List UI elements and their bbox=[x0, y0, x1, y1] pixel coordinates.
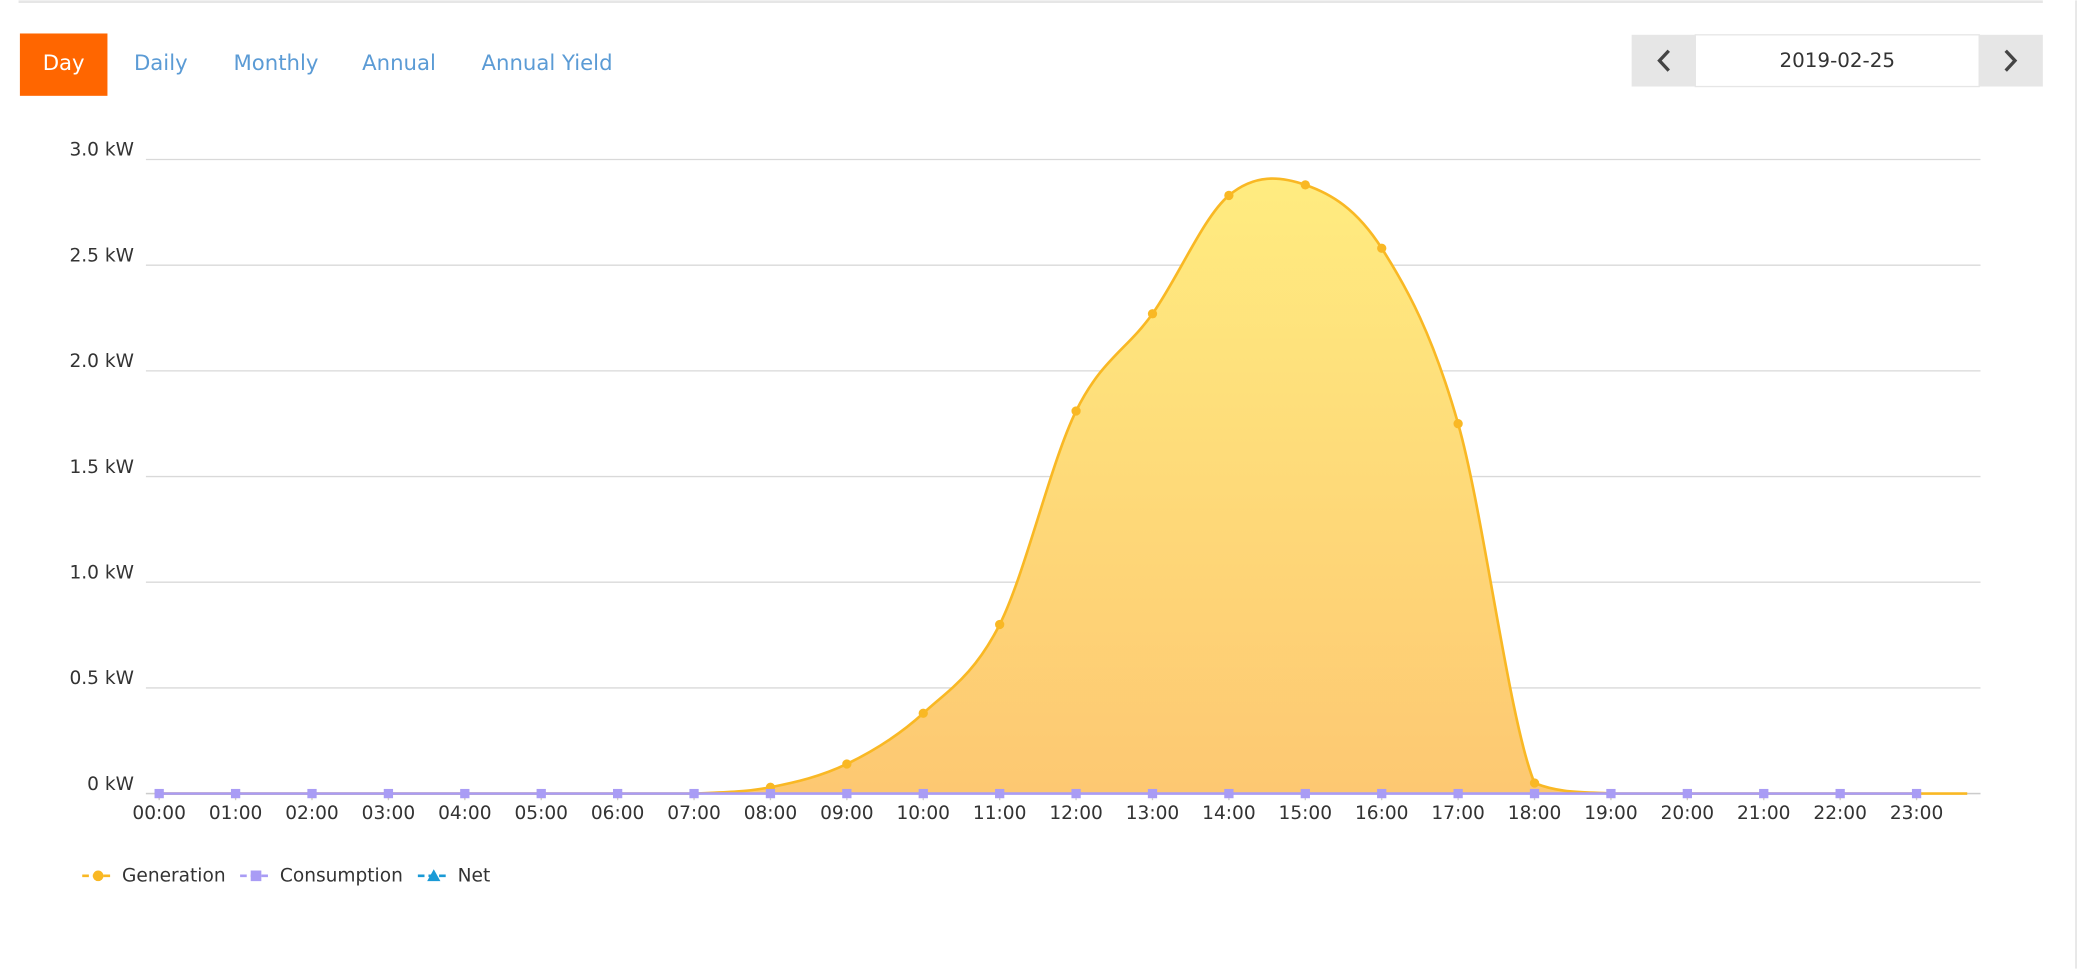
chart: 0 kW 0.5 kW 1.0 kW 1.5 kW 2.0 kW 2.5 kW 3.0 kW… bbox=[69, 140, 1981, 886]
x-tick-label: 10:00 bbox=[897, 803, 951, 824]
tab[interactable]: Daily bbox=[134, 51, 188, 76]
point bbox=[1300, 788, 1310, 799]
x-tick-label: 01:00 bbox=[209, 803, 262, 824]
y-tick-label: 2.0 kW bbox=[69, 351, 134, 372]
x-tick-label: 20:00 bbox=[1661, 803, 1715, 824]
x-tick-label: 22:00 bbox=[1813, 803, 1867, 824]
point bbox=[307, 788, 317, 799]
point bbox=[460, 788, 470, 799]
point bbox=[230, 788, 241, 799]
y-tick-label: 3.0 kW bbox=[69, 140, 134, 161]
legend-label[interactable]: Generation bbox=[122, 865, 226, 886]
x-tick-label: 12:00 bbox=[1049, 803, 1103, 824]
point bbox=[995, 619, 1005, 630]
point bbox=[1529, 788, 1540, 799]
x-tick-label: 02:00 bbox=[285, 803, 339, 824]
x-tick-label: 19:00 bbox=[1584, 803, 1638, 824]
x-tick-label: 06:00 bbox=[591, 803, 645, 824]
x-tick-label: 13:00 bbox=[1126, 803, 1180, 824]
x-tick-label: 11:00 bbox=[973, 803, 1027, 824]
legend-label[interactable]: Net bbox=[458, 865, 491, 886]
x-tick-label: 23:00 bbox=[1890, 803, 1944, 824]
tab[interactable]: Day bbox=[43, 51, 85, 76]
point bbox=[1377, 243, 1387, 253]
point bbox=[1377, 788, 1387, 799]
point bbox=[918, 708, 928, 718]
point bbox=[1759, 788, 1769, 799]
x-tick-label: 18:00 bbox=[1508, 803, 1562, 824]
x-tick-label: 14:00 bbox=[1202, 803, 1256, 824]
y-tick-label: 1.0 kW bbox=[69, 562, 134, 583]
prev-icon bbox=[1657, 49, 1670, 72]
point bbox=[1071, 406, 1081, 416]
point bbox=[1300, 180, 1310, 190]
point bbox=[383, 788, 394, 799]
area bbox=[159, 178, 1968, 794]
point bbox=[154, 788, 164, 799]
y-tick-label: 0.5 kW bbox=[69, 668, 134, 689]
point bbox=[1224, 788, 1234, 799]
x-tick-label: 09:00 bbox=[820, 803, 873, 824]
point bbox=[995, 788, 1005, 799]
point bbox=[842, 759, 852, 769]
x-tick-label: 21:00 bbox=[1737, 803, 1791, 824]
point bbox=[1147, 309, 1158, 319]
legend-label[interactable]: Consumption bbox=[280, 865, 403, 886]
point bbox=[1682, 788, 1692, 799]
point bbox=[1147, 788, 1158, 799]
prev-button[interactable] bbox=[1631, 34, 1696, 87]
point bbox=[689, 788, 699, 799]
point bbox=[1529, 778, 1540, 788]
tab[interactable]: Annual Yield bbox=[482, 51, 613, 76]
date-picker: 2019-02-25 bbox=[1631, 34, 2043, 88]
point bbox=[765, 788, 776, 799]
point bbox=[842, 788, 852, 799]
x-tick-label: 03:00 bbox=[362, 803, 416, 824]
x-tick-label: 05:00 bbox=[514, 803, 568, 824]
point bbox=[918, 788, 928, 799]
x-tick-label: 16:00 bbox=[1355, 803, 1409, 824]
x-tick-label: 08:00 bbox=[744, 803, 798, 824]
y-tick-label: 2.5 kW bbox=[69, 245, 134, 266]
tab-active-bg[interactable] bbox=[19, 33, 108, 96]
point bbox=[612, 788, 623, 799]
point bbox=[1453, 788, 1463, 799]
legend-icon bbox=[250, 870, 262, 882]
date-field[interactable] bbox=[1694, 34, 1980, 88]
tab[interactable]: Monthly bbox=[233, 51, 318, 76]
point bbox=[1453, 419, 1463, 429]
point bbox=[1071, 788, 1081, 799]
point bbox=[536, 788, 546, 799]
y-tick-label: 0 kW bbox=[87, 774, 134, 795]
date-text: 2019-02-25 bbox=[1779, 49, 1895, 72]
tab-bar: Day Daily Monthly Annual Annual Yield bbox=[19, 33, 613, 96]
x-tick-label: 17:00 bbox=[1431, 803, 1485, 824]
next-button[interactable] bbox=[1979, 34, 2043, 87]
tab[interactable]: Annual bbox=[362, 51, 436, 76]
x-tick-label: 15:00 bbox=[1279, 803, 1332, 824]
x-tick-label: 07:00 bbox=[667, 803, 721, 824]
y-tick-label: 1.5 kW bbox=[69, 457, 134, 478]
x-tick-label: 00:00 bbox=[132, 803, 186, 824]
point bbox=[1911, 788, 1922, 799]
point bbox=[1606, 788, 1616, 799]
legend-icon bbox=[92, 870, 104, 882]
point bbox=[1835, 788, 1845, 799]
legend-icon bbox=[427, 869, 441, 882]
next-icon bbox=[2004, 49, 2018, 72]
point bbox=[1224, 190, 1234, 201]
x-tick-label: 04:00 bbox=[438, 803, 492, 824]
